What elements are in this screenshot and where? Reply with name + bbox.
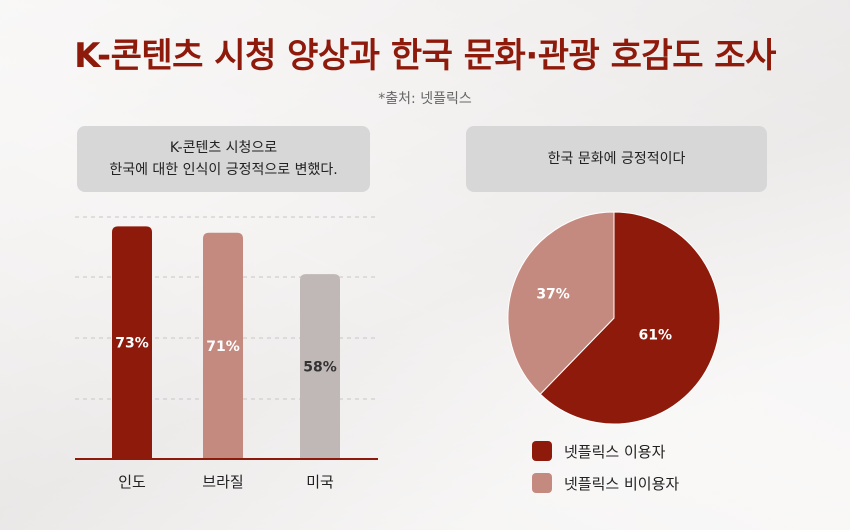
bar-chart-heading-box: K-콘텐츠 시청으로 한국에 대한 인식이 긍정적으로 변했다. <box>77 126 370 192</box>
pie-legend: 넷플릭스 이용자 넷플릭스 비이용자 <box>532 440 679 504</box>
bar-0 <box>112 226 152 459</box>
pie-chart-heading: 한국 문화에 긍정적이다 <box>547 151 686 167</box>
bar-category-label-2: 미국 <box>306 473 334 491</box>
bar-1 <box>203 232 243 459</box>
pie-slice-1 <box>507 211 615 395</box>
pie-chart-heading-box: 한국 문화에 긍정적이다 <box>466 126 767 192</box>
legend-item-users: 넷플릭스 이용자 <box>532 440 679 462</box>
legend-label-users: 넷플릭스 이용자 <box>564 442 666 461</box>
pie-value-label-1: 37% <box>536 286 570 302</box>
bar-chart-heading-line1: K-콘텐츠 시청으로 <box>169 140 278 156</box>
legend-swatch-non-users <box>532 473 552 493</box>
bar-value-label-2: 58% <box>303 360 337 376</box>
bar-category-label-1: 브라질 <box>202 473 243 491</box>
bar-value-label-0: 73% <box>115 336 149 352</box>
bar-chart-heading-line2: 한국에 대한 인식이 긍정적으로 변했다. <box>109 162 338 178</box>
legend-label-non-users: 넷플릭스 비이용자 <box>564 474 680 493</box>
bar-category-label-0: 인도 <box>118 473 146 491</box>
legend-swatch-users <box>532 441 552 461</box>
page-title: K-콘텐츠 시청 양상과 한국 문화·관광 호감도 조사 <box>74 36 776 76</box>
bar-2 <box>300 274 340 459</box>
pie-slice-0 <box>539 211 721 425</box>
source-note: *출처: 넷플릭스 <box>378 91 472 107</box>
pie-value-label-0: 61% <box>639 328 673 344</box>
bar-value-label-1: 71% <box>206 339 240 355</box>
legend-item-non-users: 넷플릭스 비이용자 <box>532 472 679 494</box>
